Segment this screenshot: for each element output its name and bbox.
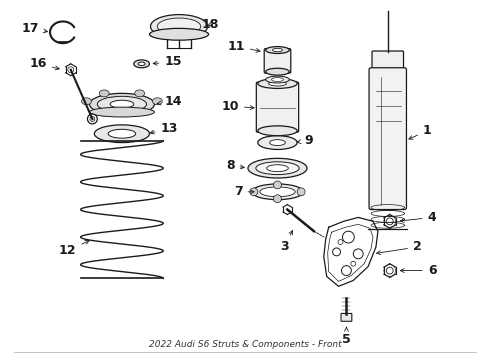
Text: 14: 14: [157, 95, 182, 108]
Circle shape: [338, 239, 343, 244]
Ellipse shape: [90, 93, 154, 115]
Text: 6: 6: [400, 264, 437, 277]
FancyBboxPatch shape: [341, 314, 352, 321]
Ellipse shape: [134, 60, 149, 68]
Ellipse shape: [98, 96, 147, 112]
Ellipse shape: [248, 158, 307, 178]
Text: 18: 18: [202, 18, 219, 31]
Ellipse shape: [266, 46, 289, 54]
Circle shape: [68, 67, 74, 73]
FancyBboxPatch shape: [372, 51, 404, 73]
Ellipse shape: [252, 184, 303, 200]
Text: 4: 4: [400, 211, 437, 224]
Text: 2: 2: [377, 240, 422, 255]
Circle shape: [342, 266, 351, 275]
Ellipse shape: [152, 98, 162, 105]
Ellipse shape: [81, 98, 92, 105]
Ellipse shape: [258, 136, 297, 149]
Text: 13: 13: [150, 122, 178, 135]
Ellipse shape: [258, 78, 297, 89]
Circle shape: [353, 249, 363, 259]
Text: 11: 11: [227, 40, 260, 53]
Circle shape: [343, 231, 354, 243]
Circle shape: [386, 218, 393, 225]
Text: 1: 1: [409, 124, 432, 139]
Circle shape: [90, 117, 95, 121]
Ellipse shape: [266, 68, 289, 75]
Text: 7: 7: [234, 185, 254, 198]
Text: 12: 12: [59, 240, 89, 257]
Ellipse shape: [256, 162, 299, 175]
Circle shape: [250, 188, 258, 196]
Text: 3: 3: [280, 230, 293, 253]
Circle shape: [297, 188, 305, 196]
Ellipse shape: [110, 100, 134, 108]
Ellipse shape: [149, 28, 209, 40]
Circle shape: [351, 261, 356, 266]
Ellipse shape: [258, 126, 297, 136]
Ellipse shape: [267, 165, 288, 172]
Text: 5: 5: [342, 327, 351, 346]
Circle shape: [88, 114, 98, 124]
Text: 16: 16: [29, 57, 59, 70]
Circle shape: [273, 181, 281, 189]
Ellipse shape: [260, 187, 295, 197]
Text: 9: 9: [297, 134, 313, 147]
Text: 10: 10: [221, 100, 254, 113]
Ellipse shape: [90, 107, 154, 117]
Circle shape: [273, 195, 281, 203]
FancyBboxPatch shape: [256, 82, 299, 132]
Ellipse shape: [95, 125, 149, 143]
Ellipse shape: [138, 62, 145, 66]
FancyBboxPatch shape: [369, 68, 407, 210]
Ellipse shape: [108, 129, 136, 138]
Text: 17: 17: [22, 22, 48, 35]
Text: 8: 8: [226, 159, 245, 172]
Ellipse shape: [135, 90, 145, 97]
Ellipse shape: [157, 18, 201, 35]
Ellipse shape: [271, 78, 283, 82]
Ellipse shape: [266, 76, 289, 83]
Circle shape: [386, 267, 393, 274]
Ellipse shape: [269, 81, 286, 86]
Ellipse shape: [270, 140, 285, 145]
Circle shape: [333, 248, 341, 256]
Ellipse shape: [272, 48, 282, 52]
FancyBboxPatch shape: [264, 49, 291, 73]
Text: 2022 Audi S6 Struts & Components - Front: 2022 Audi S6 Struts & Components - Front: [148, 340, 342, 349]
Ellipse shape: [150, 15, 208, 38]
Ellipse shape: [99, 90, 109, 97]
Text: 15: 15: [153, 55, 182, 68]
